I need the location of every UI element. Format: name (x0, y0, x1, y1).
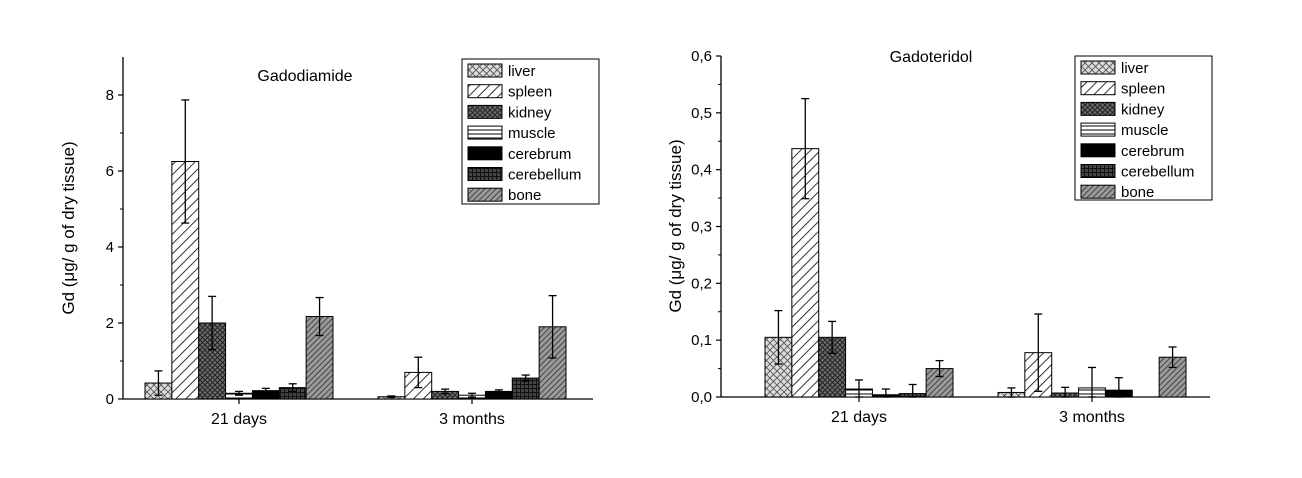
y-tick-label: 0,4 (691, 162, 712, 179)
y-tick-label: 0,6 (691, 48, 712, 65)
legend-swatch-kidney (468, 105, 502, 118)
legend-swatch-muscle (468, 126, 502, 139)
legend-swatch-liver (1081, 61, 1115, 74)
chart-gadodiamide: 0 2 4 6 8 Gd (μg/ g of dry tissue) Gadodiamide… (59, 57, 599, 428)
y-tick-label: 8 (106, 87, 114, 104)
legend-label-cerebrum: cerebrum (1121, 143, 1184, 160)
legend-swatch-liver (468, 64, 502, 77)
legend-label-spleen: spleen (1121, 81, 1165, 98)
legend-swatch-cerebrum (468, 147, 502, 160)
y-tick-label: 0,2 (691, 275, 712, 292)
legend-label-liver: liver (508, 63, 536, 80)
legend-swatch-muscle (1081, 123, 1115, 136)
legend-swatch-cerebellum (1081, 165, 1115, 178)
y-tick-label: 0 (106, 391, 114, 408)
y-tick-label: 0,0 (691, 389, 712, 406)
figure: 0 2 4 6 8 Gd (μg/ g of dry tissue) Gadodiamide… (0, 0, 1302, 478)
legend-label-bone: bone (508, 187, 541, 204)
chart-gadoteridol: 0,0 0,1 0,2 0,3 0,4 0,5 0,6 Gd (μg/ g of dry ti… (666, 48, 1212, 426)
x-tick-label: 3 months (439, 411, 505, 428)
legend-swatch-bone (1081, 185, 1115, 198)
legend-label-kidney: kidney (1121, 101, 1165, 118)
x-tick-label: 21 days (211, 411, 267, 428)
legend-label-bone: bone (1121, 184, 1154, 201)
legend-swatch-spleen (468, 85, 502, 98)
chart-title: Gadodiamide (257, 68, 352, 85)
y-tick-label: 4 (106, 239, 114, 256)
legend-swatch-kidney (1081, 102, 1115, 115)
y-axis-label: Gd (μg/ g of dry tissue) (666, 139, 685, 312)
legend-swatch-cerebrum (1081, 144, 1115, 157)
y-tick-label: 0,5 (691, 105, 712, 122)
y-tick-label: 2 (106, 315, 114, 332)
legend-label-muscle: muscle (508, 125, 556, 142)
y-tick-label: 6 (106, 163, 114, 180)
y-tick-label: 0,3 (691, 219, 712, 236)
legend-label-cerebellum: cerebellum (1121, 164, 1194, 181)
legend-label-spleen: spleen (508, 84, 552, 101)
y-tick-label: 0,1 (691, 332, 712, 349)
legend-swatch-spleen (1081, 82, 1115, 95)
chart-title: Gadoteridol (890, 49, 973, 66)
legend-label-muscle: muscle (1121, 122, 1169, 139)
legend-swatch-bone (468, 188, 502, 201)
legend-swatch-cerebellum (468, 168, 502, 181)
x-tick-label: 3 months (1059, 409, 1125, 426)
x-tick-label: 21 days (831, 409, 887, 426)
legend-label-liver: liver (1121, 60, 1149, 77)
legend-label-kidney: kidney (508, 104, 552, 121)
legend-label-cerebellum: cerebellum (508, 167, 581, 184)
legend-label-cerebrum: cerebrum (508, 146, 571, 163)
y-axis-label: Gd (μg/ g of dry tissue) (59, 141, 78, 314)
